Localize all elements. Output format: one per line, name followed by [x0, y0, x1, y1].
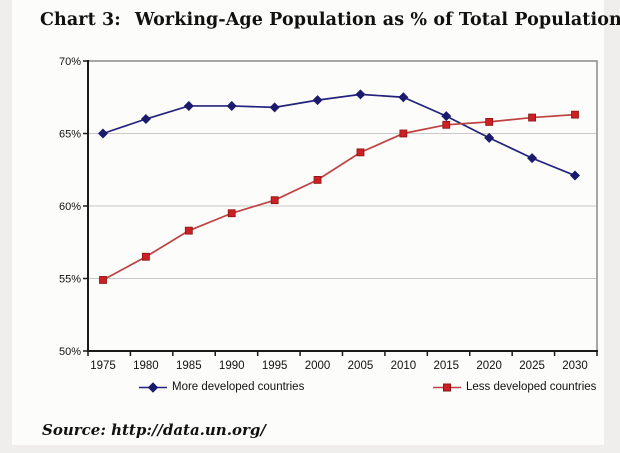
data-point-more-developed-countries-2000 — [312, 95, 323, 106]
y-tick-label: 50% — [59, 346, 81, 358]
data-point-more-developed-countries-2015 — [441, 111, 452, 122]
data-point-less-developed-countries-2025 — [528, 113, 536, 122]
x-tick-label: 2030 — [562, 360, 588, 372]
legend-item-less-developed: Less developed countries — [432, 381, 596, 393]
data-point-less-developed-countries-1985 — [184, 226, 193, 235]
data-point-more-developed-countries-2005 — [355, 89, 366, 100]
blue-diamond-marker — [139, 381, 167, 393]
data-point-more-developed-countries-2030 — [569, 170, 581, 181]
data-point-less-developed-countries-2005 — [356, 148, 365, 157]
data-point-less-developed-countries-2010 — [399, 129, 408, 138]
data-point-less-developed-countries-2015 — [442, 120, 451, 129]
data-point-less-developed-countries-1995 — [270, 196, 279, 205]
data-point-more-developed-countries-1985 — [183, 100, 194, 111]
legend-label-less-developed: Less developed countries — [466, 381, 597, 393]
data-point-more-developed-countries-1980 — [140, 113, 151, 125]
x-axis-labels: 1975 1980 1985 1990 1995 2000 2005 2010 2015 2020… — [87, 351, 598, 372]
x-tick-label: 1985 — [176, 360, 202, 372]
data-point-less-developed-countries-1980 — [142, 252, 150, 261]
data-point-less-developed-countries-2030 — [571, 110, 579, 119]
x-tick-label: 1975 — [90, 360, 116, 372]
x-tick-label: 1980 — [133, 360, 159, 372]
x-tick-label: 1990 — [219, 360, 245, 372]
data-point-more-developed-countries-1975 — [97, 128, 109, 139]
chart-title-text: Working-Age Population as % of Total Pop… — [134, 10, 620, 30]
x-tick-label: 2025 — [519, 360, 545, 372]
series-more-developed-countries — [97, 89, 581, 181]
data-point-less-developed-countries-2000 — [313, 175, 322, 184]
series-less-developed-countries — [99, 110, 579, 284]
y-tick-label: 55% — [59, 274, 81, 286]
data-point-more-developed-countries-1995 — [269, 102, 280, 113]
y-tick-label: 65% — [59, 129, 81, 141]
x-tick-label: 2005 — [348, 360, 374, 372]
data-point-less-developed-countries-1990 — [227, 209, 236, 218]
chart-title: Chart 3: Working-Age Population as % of T… — [40, 10, 620, 30]
data-point-more-developed-countries-2010 — [398, 92, 409, 103]
x-tick-label: 1995 — [262, 360, 288, 372]
x-tick-label: 2015 — [433, 360, 459, 372]
data-point-less-developed-countries-1975 — [99, 276, 107, 284]
data-point-more-developed-countries-1990 — [226, 100, 237, 111]
x-tick-label: 2010 — [391, 360, 417, 372]
red-square-marker — [433, 383, 461, 391]
y-axis-labels: 50% 55% 60% 65% 70% — [59, 56, 88, 358]
data-point-less-developed-countries-2020 — [485, 118, 494, 126]
source-note: Source: http://data.un.org/ — [42, 421, 266, 439]
data-point-more-developed-countries-2020 — [484, 132, 495, 143]
data-point-more-developed-countries-2025 — [527, 153, 538, 164]
x-tick-label: 2020 — [476, 360, 502, 372]
y-tick-label: 60% — [59, 201, 81, 213]
x-tick-label: 2000 — [305, 360, 331, 372]
legend-label-more-developed: More developed countries — [172, 381, 305, 393]
chart-card — [12, 0, 604, 445]
gridlines — [89, 133, 596, 279]
chart-number: Chart 3: — [40, 10, 121, 30]
y-tick-label: 70% — [59, 56, 81, 68]
legend-item-more-developed: More developed countries — [138, 381, 304, 393]
